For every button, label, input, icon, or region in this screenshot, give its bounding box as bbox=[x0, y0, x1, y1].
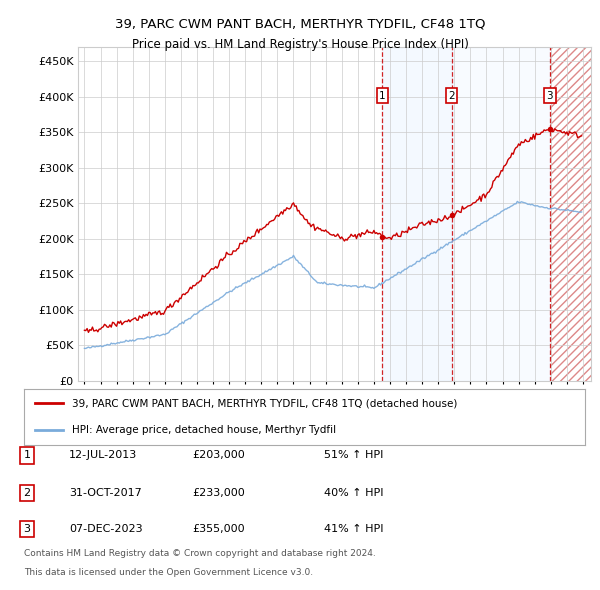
Text: 1: 1 bbox=[379, 90, 386, 100]
Text: 40% ↑ HPI: 40% ↑ HPI bbox=[324, 488, 383, 497]
Text: Contains HM Land Registry data © Crown copyright and database right 2024.: Contains HM Land Registry data © Crown c… bbox=[24, 549, 376, 558]
Text: 2: 2 bbox=[448, 90, 455, 100]
Text: 31-OCT-2017: 31-OCT-2017 bbox=[69, 488, 142, 497]
Text: HPI: Average price, detached house, Merthyr Tydfil: HPI: Average price, detached house, Mert… bbox=[71, 425, 336, 435]
Bar bbox=[452, 47, 550, 381]
Text: 51% ↑ HPI: 51% ↑ HPI bbox=[324, 451, 383, 460]
Text: 41% ↑ HPI: 41% ↑ HPI bbox=[324, 525, 383, 534]
Text: £355,000: £355,000 bbox=[192, 525, 245, 534]
Text: 1: 1 bbox=[23, 451, 31, 460]
Text: This data is licensed under the Open Government Licence v3.0.: This data is licensed under the Open Gov… bbox=[24, 568, 313, 577]
Text: £203,000: £203,000 bbox=[192, 451, 245, 460]
Text: 12-JUL-2013: 12-JUL-2013 bbox=[69, 451, 137, 460]
Text: 3: 3 bbox=[547, 90, 553, 100]
Text: 39, PARC CWM PANT BACH, MERTHYR TYDFIL, CF48 1TQ: 39, PARC CWM PANT BACH, MERTHYR TYDFIL, … bbox=[115, 18, 485, 31]
Text: Price paid vs. HM Land Registry's House Price Index (HPI): Price paid vs. HM Land Registry's House … bbox=[131, 38, 469, 51]
Bar bbox=[382, 47, 452, 381]
Bar bbox=[550, 47, 591, 381]
Text: 07-DEC-2023: 07-DEC-2023 bbox=[69, 525, 143, 534]
Text: 3: 3 bbox=[23, 525, 31, 534]
Text: 2: 2 bbox=[23, 488, 31, 497]
Text: £233,000: £233,000 bbox=[192, 488, 245, 497]
Text: 39, PARC CWM PANT BACH, MERTHYR TYDFIL, CF48 1TQ (detached house): 39, PARC CWM PANT BACH, MERTHYR TYDFIL, … bbox=[71, 398, 457, 408]
